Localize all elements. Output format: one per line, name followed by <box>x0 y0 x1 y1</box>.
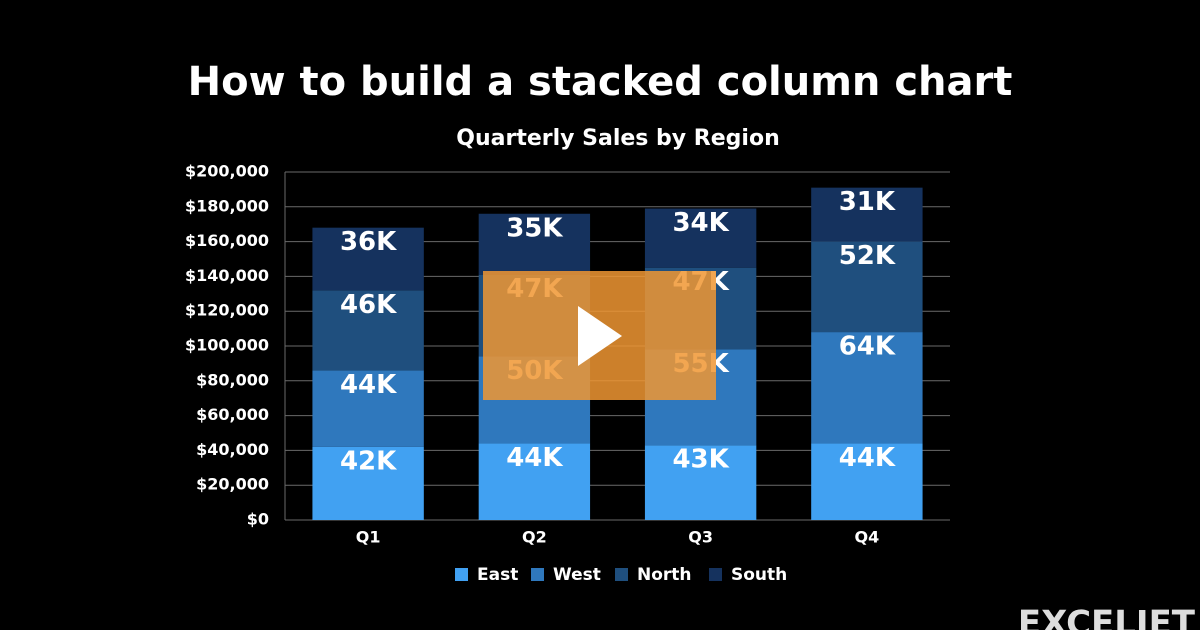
value-label: 44K <box>839 443 896 473</box>
y-tick-label: $60,000 <box>196 405 269 424</box>
value-label: 46K <box>340 290 397 320</box>
x-tick-label: Q1 <box>356 528 381 547</box>
value-label: 34K <box>672 208 729 238</box>
y-tick-label: $0 <box>247 510 269 529</box>
y-tick-label: $200,000 <box>185 162 269 181</box>
legend-label: South <box>731 565 787 585</box>
chart-title: Quarterly Sales by Region <box>456 126 779 151</box>
bar-segment <box>312 446 424 520</box>
bar-segment <box>644 208 757 268</box>
bar-segment <box>312 227 424 291</box>
play-button[interactable] <box>483 271 716 400</box>
value-label: 36K <box>340 227 397 257</box>
value-label: 31K <box>839 187 896 217</box>
x-tick-label: Q2 <box>522 528 547 547</box>
bar-segment <box>312 370 424 447</box>
x-tick-label: Q4 <box>855 528 880 547</box>
legend-swatch <box>615 568 628 581</box>
legend-label: West <box>553 565 601 585</box>
value-label: 64K <box>839 332 896 362</box>
value-label: 43K <box>672 445 729 475</box>
value-label: 35K <box>506 213 563 243</box>
bar-segment <box>811 443 923 520</box>
value-label: 44K <box>506 443 563 473</box>
legend-label: North <box>637 565 692 585</box>
value-label: 52K <box>839 241 896 271</box>
bar-segment <box>811 187 923 242</box>
legend-swatch <box>455 568 468 581</box>
y-tick-label: $160,000 <box>185 231 269 250</box>
value-label: 44K <box>340 370 397 400</box>
bar-segment <box>811 332 923 444</box>
legend-swatch <box>531 568 544 581</box>
y-tick-label: $180,000 <box>185 196 269 215</box>
bar-segment <box>811 241 923 333</box>
bar-segment <box>478 213 591 275</box>
bar-segment <box>312 290 424 371</box>
legend-label: East <box>477 565 518 585</box>
x-tick-label: Q3 <box>688 528 713 547</box>
y-tick-label: $20,000 <box>196 475 269 494</box>
brand-logo: EXCELJET <box>1018 604 1196 630</box>
y-tick-label: $120,000 <box>185 301 269 320</box>
y-tick-label: $140,000 <box>185 266 269 285</box>
y-tick-label: $40,000 <box>196 440 269 459</box>
y-tick-label: $100,000 <box>185 336 269 355</box>
y-tick-label: $80,000 <box>196 370 269 389</box>
play-icon[interactable] <box>578 306 622 366</box>
bar-segment <box>478 443 591 520</box>
bar-segment <box>644 445 757 520</box>
legend-swatch <box>709 568 722 581</box>
video-title: How to build a stacked column chart <box>188 59 1013 105</box>
value-label: 42K <box>340 446 397 476</box>
